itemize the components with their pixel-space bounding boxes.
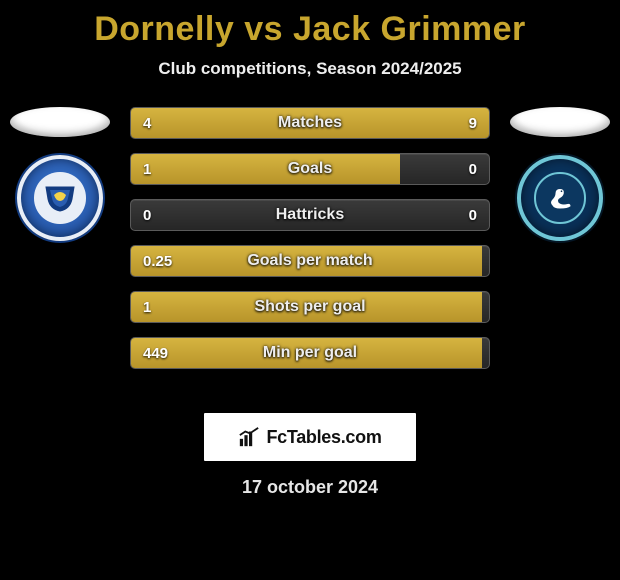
right-flag-placeholder (510, 107, 610, 137)
stat-fill-left (131, 154, 400, 184)
stat-row: 10Goals (130, 153, 490, 185)
stat-value-left: 1 (131, 154, 163, 184)
stat-row: 49Matches (130, 107, 490, 139)
stat-fill-left (131, 292, 482, 322)
swan-icon (545, 183, 575, 213)
date-text: 17 october 2024 (0, 477, 620, 498)
stat-value-right: 9 (457, 108, 489, 138)
stat-row: 1Shots per goal (130, 291, 490, 323)
stat-value-left: 1 (131, 292, 163, 322)
stat-bars: 49Matches10Goals00Hattricks0.25Goals per… (130, 107, 490, 383)
right-player-side (500, 107, 620, 241)
stat-row: 0 0Hattricks (130, 199, 490, 231)
right-crest-inner (534, 172, 585, 223)
stat-fill-left (131, 338, 482, 368)
chart-icon (238, 426, 260, 448)
left-crest-inner (34, 172, 85, 223)
subtitle: Club competitions, Season 2024/2025 (0, 59, 620, 79)
page-title: Dornelly vs Jack Grimmer (0, 0, 620, 49)
stat-value-right: 0 (457, 154, 489, 184)
branding-badge: FcTables.com (204, 413, 416, 461)
stat-row: 449Min per goal (130, 337, 490, 369)
shield-icon (40, 183, 80, 213)
stat-value-left: 4 (131, 108, 163, 138)
left-club-crest (17, 155, 103, 241)
stat-value-right: 0 (457, 200, 489, 230)
stat-label: Hattricks (131, 200, 489, 230)
right-club-crest (517, 155, 603, 241)
stat-fill-right (241, 108, 489, 138)
comparison-panel: 49Matches10Goals00Hattricks0.25Goals per… (0, 107, 620, 407)
stat-value-left: 449 (131, 338, 180, 368)
stat-value-left: 0.25 (131, 246, 184, 276)
branding-text: FcTables.com (266, 427, 381, 448)
left-player-side (0, 107, 120, 241)
stat-value-left: 0 (131, 200, 163, 230)
stat-row: 0.25Goals per match (130, 245, 490, 277)
left-flag-placeholder (10, 107, 110, 137)
